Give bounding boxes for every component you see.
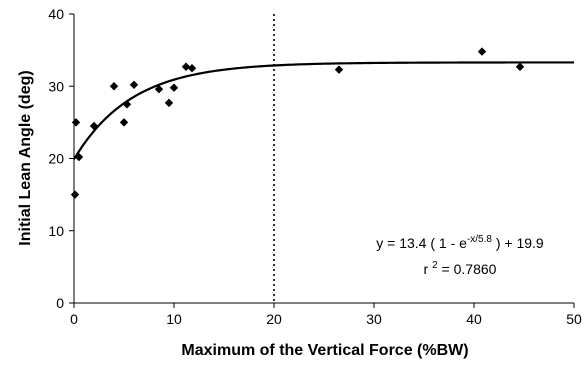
r2-prefix: r	[424, 261, 433, 277]
y-axis-title: Initial Lean Angle (deg)	[17, 70, 34, 245]
y-tick-label: 0	[56, 295, 64, 311]
data-points	[70, 47, 525, 199]
fit-curve	[73, 61, 575, 160]
x-tick-label: 0	[70, 311, 78, 327]
x-axis-title: Maximum of the Vertical Force (%BW)	[181, 342, 468, 359]
equation-suffix: ) + 19.9	[492, 235, 544, 251]
fit-curve-line	[73, 61, 575, 160]
data-point	[71, 118, 81, 127]
equation-annotation: y = 13.4 ( 1 - e-x/5.8 ) + 19.9	[376, 234, 544, 251]
r2-exponent: 2	[432, 260, 438, 271]
data-point	[119, 118, 129, 127]
y-tick-label: 30	[48, 78, 64, 94]
data-point	[74, 152, 84, 162]
data-point	[129, 80, 139, 90]
y-tick-label: 10	[48, 223, 64, 239]
data-point	[109, 82, 119, 91]
data-point	[164, 98, 174, 108]
data-point	[169, 83, 179, 92]
data-point	[334, 65, 344, 74]
data-point	[154, 84, 164, 94]
r2-suffix: = 0.7860	[438, 261, 497, 277]
equation-prefix: y = 13.4 ( 1 - e	[376, 235, 467, 251]
data-point	[477, 47, 487, 56]
x-tick-label: 20	[266, 311, 282, 327]
x-tick-label: 40	[466, 311, 482, 327]
y-tick-label: 40	[48, 6, 64, 22]
data-point	[181, 62, 191, 71]
r-squared-annotation: r 2 = 0.7860	[424, 260, 497, 277]
x-tick-label: 50	[566, 311, 582, 327]
y-tick-label: 20	[48, 151, 64, 167]
data-point	[70, 190, 80, 199]
equation-exponent: -x/5.8	[467, 234, 492, 245]
x-tick-label: 30	[366, 311, 382, 327]
x-tick-label: 10	[166, 311, 182, 327]
ticks: 0 10 20 30 40 50 0 10 20 30 40	[48, 6, 582, 327]
axes	[73, 14, 574, 304]
data-point	[515, 62, 525, 71]
data-point	[122, 100, 132, 109]
data-point	[89, 121, 99, 131]
data-point	[187, 63, 197, 73]
